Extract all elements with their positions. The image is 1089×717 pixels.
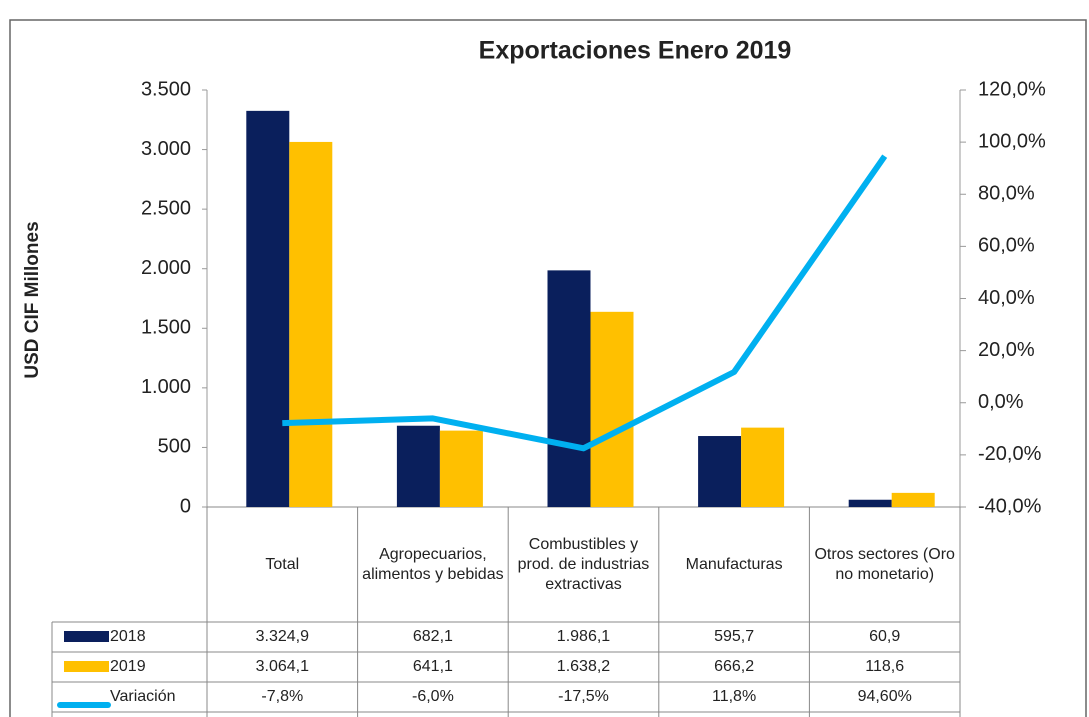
y-tick-label: 1.500 [141, 317, 191, 339]
legend-label: Variación [110, 688, 176, 705]
table-value: 1.638,2 [557, 658, 610, 675]
table-value: 118,6 [865, 658, 904, 675]
y2-tick-label: 80,0% [978, 183, 1035, 205]
chart-title: Exportaciones Enero 2019 [479, 37, 792, 65]
y2-tick-label: 120,0% [978, 78, 1046, 100]
bar [590, 311, 634, 507]
category-cell: Combustibles y prod. de industrias extra… [517, 535, 650, 593]
y2-tick-label: 0,0% [978, 391, 1024, 413]
y-tick-label: 2.000 [141, 257, 191, 279]
y2-tick-label: 40,0% [978, 287, 1035, 309]
table-value: 595,7 [714, 628, 754, 645]
category-cell: Agropecuarios, alimentos y bebidas [362, 545, 504, 583]
legend-key [64, 661, 109, 672]
bar [396, 425, 440, 507]
table-value: 3.324,9 [256, 628, 309, 645]
bar [891, 492, 935, 507]
legend-label: 2018 [110, 628, 146, 645]
y-tick-label: 1.000 [141, 376, 191, 398]
category-cell: Otros sectores (Oro no monetario) [814, 545, 955, 583]
table-value: 682,1 [413, 628, 453, 645]
x-tick-label: Combustibles y prod. de industrias extra… [517, 535, 650, 593]
table-value: 11,8% [712, 688, 756, 705]
bar [547, 270, 591, 507]
x-tick-label: Total [265, 555, 300, 573]
y2-tick-label: 100,0% [978, 130, 1046, 152]
table-value: -6,0% [412, 688, 454, 705]
legend-label: 2019 [110, 658, 146, 675]
table-value: 3.064,1 [256, 658, 309, 675]
table-value: -7,8% [261, 688, 303, 705]
table-value: 1.986,1 [557, 628, 610, 645]
bar [289, 141, 333, 507]
y2-tick-label: -20,0% [978, 443, 1042, 465]
y-tick-label: 500 [158, 436, 191, 458]
x-tick-label: Manufacturas [685, 555, 783, 573]
y2-tick-label: -40,0% [978, 495, 1042, 517]
bar [741, 427, 785, 507]
y2-tick-label: 60,0% [978, 235, 1035, 257]
y2-tick-label: 20,0% [978, 339, 1035, 361]
x-tick-label: Agropecuarios, alimentos y bebidas [362, 545, 504, 583]
bar [439, 430, 483, 507]
table-value: 666,2 [714, 658, 754, 675]
y-tick-label: 3.500 [141, 78, 191, 100]
y-tick-label: 0 [180, 495, 191, 517]
y-tick-label: 2.500 [141, 197, 191, 219]
table-value: -17,5% [558, 688, 609, 705]
bar [848, 499, 892, 507]
x-tick-label: Otros sectores (Oro no monetario) [814, 545, 955, 583]
legend-key [64, 631, 109, 642]
chart-frame [9, 19, 1087, 717]
category-cell: Manufacturas [685, 555, 783, 573]
bar [246, 110, 290, 508]
y-tick-label: 3.000 [141, 138, 191, 160]
y-axis-label: USD CIF Millones [22, 221, 43, 378]
line-series [282, 154, 888, 452]
table-value: 641,1 [413, 658, 453, 675]
bar [698, 436, 742, 507]
table-value: 94,60% [858, 688, 912, 705]
category-cell: Total [265, 555, 300, 573]
table-value: 60,9 [869, 628, 900, 645]
